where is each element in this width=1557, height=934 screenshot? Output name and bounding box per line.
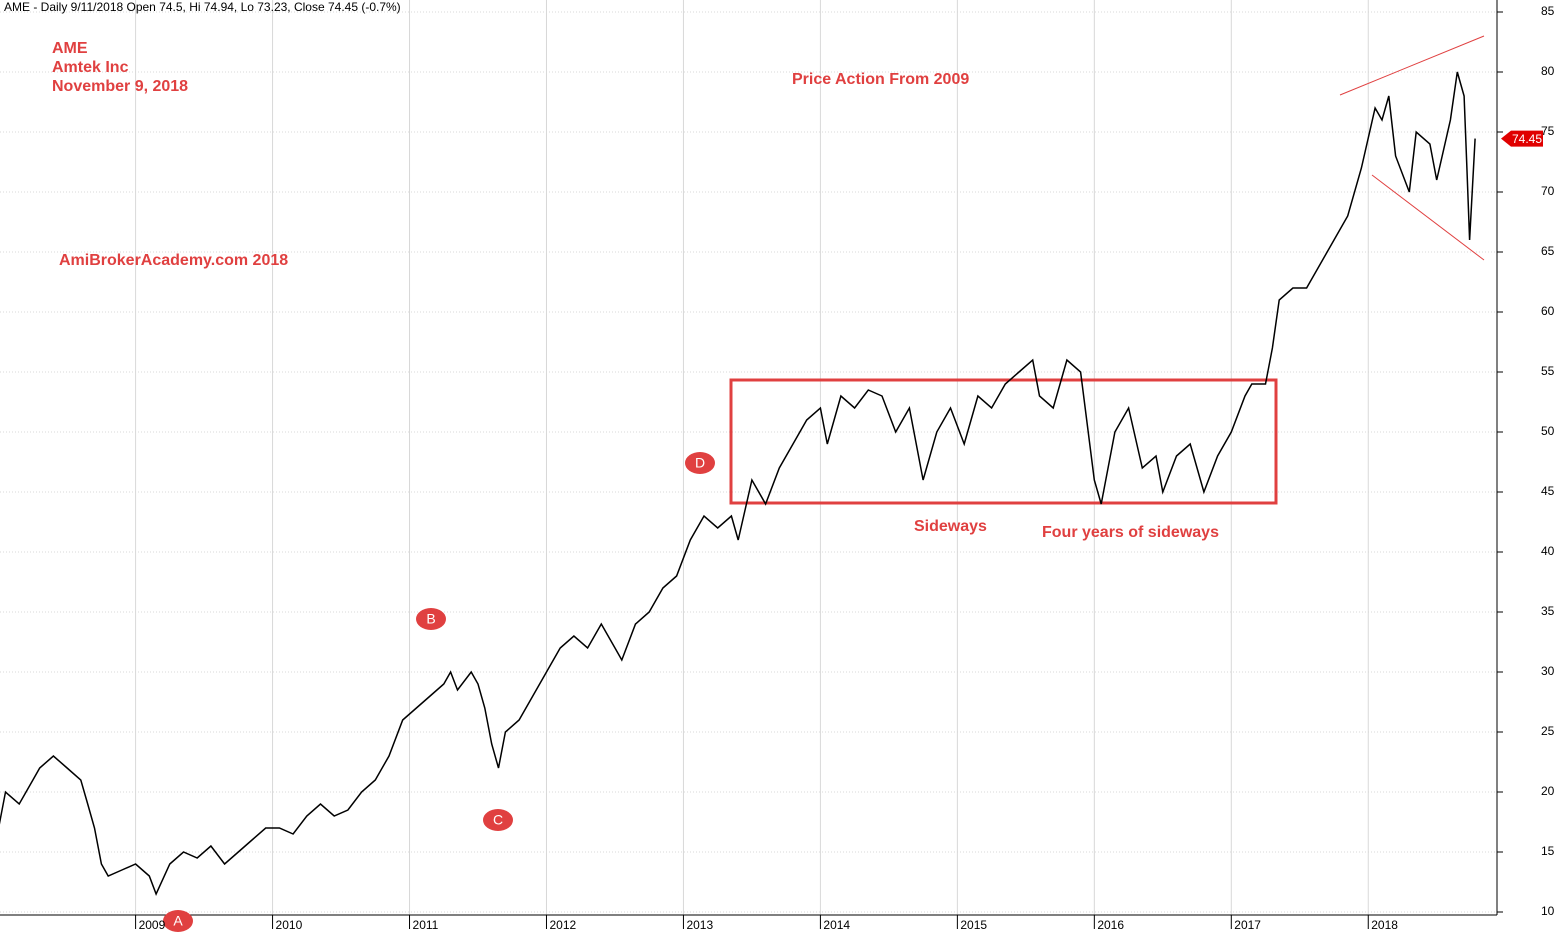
marker [483, 809, 513, 831]
y-tick-label: 75 [1541, 124, 1555, 138]
y-tick-label: 55 [1541, 364, 1555, 378]
y-tick-label: 60 [1541, 304, 1555, 318]
marker-label: D [695, 455, 705, 471]
y-tick-label: 30 [1541, 664, 1555, 678]
annotation: Four years of sideways [1042, 524, 1219, 541]
annotation: AME [52, 40, 88, 57]
trend-line [1339, 35, 1485, 96]
x-tick-label: 2013 [686, 918, 713, 932]
annotation: Amtek Inc [52, 59, 129, 76]
y-tick-label: 70 [1541, 184, 1555, 198]
annotation: AmiBrokerAcademy.com 2018 [59, 252, 288, 269]
x-tick-label: 2015 [960, 918, 987, 932]
x-tick-label: 2011 [413, 918, 439, 932]
x-tick-label: 2016 [1097, 918, 1124, 932]
y-tick-label: 15 [1541, 844, 1555, 858]
marker [685, 452, 715, 474]
sideways-box [729, 378, 1278, 505]
y-tick-label: 50 [1541, 424, 1555, 438]
x-tick-label: 2017 [1234, 918, 1261, 932]
y-tick-label: 35 [1541, 604, 1555, 618]
marker [416, 608, 446, 630]
marker [163, 910, 193, 932]
x-tick-label: 2012 [549, 918, 576, 932]
marker-label: C [493, 812, 503, 828]
trend-line [1371, 174, 1485, 261]
y-tick-label: 40 [1541, 544, 1555, 558]
plot [0, 71, 1476, 896]
annotation: November 9, 2018 [52, 78, 188, 95]
y-tick-label: 20 [1541, 784, 1555, 798]
y-tick-label: 85 [1541, 4, 1555, 18]
price-tag-label: 74.45 [1512, 132, 1542, 146]
y-tick-label: 80 [1541, 64, 1555, 78]
price-tag [1501, 130, 1543, 147]
x-tick-label: 2010 [276, 918, 303, 932]
y-tick-label: 25 [1541, 724, 1555, 738]
marker-label: B [426, 611, 435, 627]
y-tick-label: 10 [1541, 904, 1555, 918]
marker-label: A [173, 913, 183, 929]
y-tick-label: 45 [1541, 484, 1555, 498]
x-tick-label: 2014 [823, 918, 850, 932]
annotation: Sideways [914, 518, 987, 535]
axes: 10 15 20 25 30 35 40 45 50 55 60 65 70 75 80 85 2009 2010… [135, 4, 1555, 932]
x-tick-label: 2009 [139, 918, 166, 932]
chart-title: AME - Daily 9/11/2018 Open 74.5, Hi 74.9… [4, 0, 401, 14]
price-line [0, 71, 1476, 896]
grid [0, 0, 1497, 915]
annotation: Price Action From 2009 [792, 71, 969, 88]
y-tick-label: 65 [1541, 244, 1555, 258]
x-tick-label: 2018 [1371, 918, 1398, 932]
